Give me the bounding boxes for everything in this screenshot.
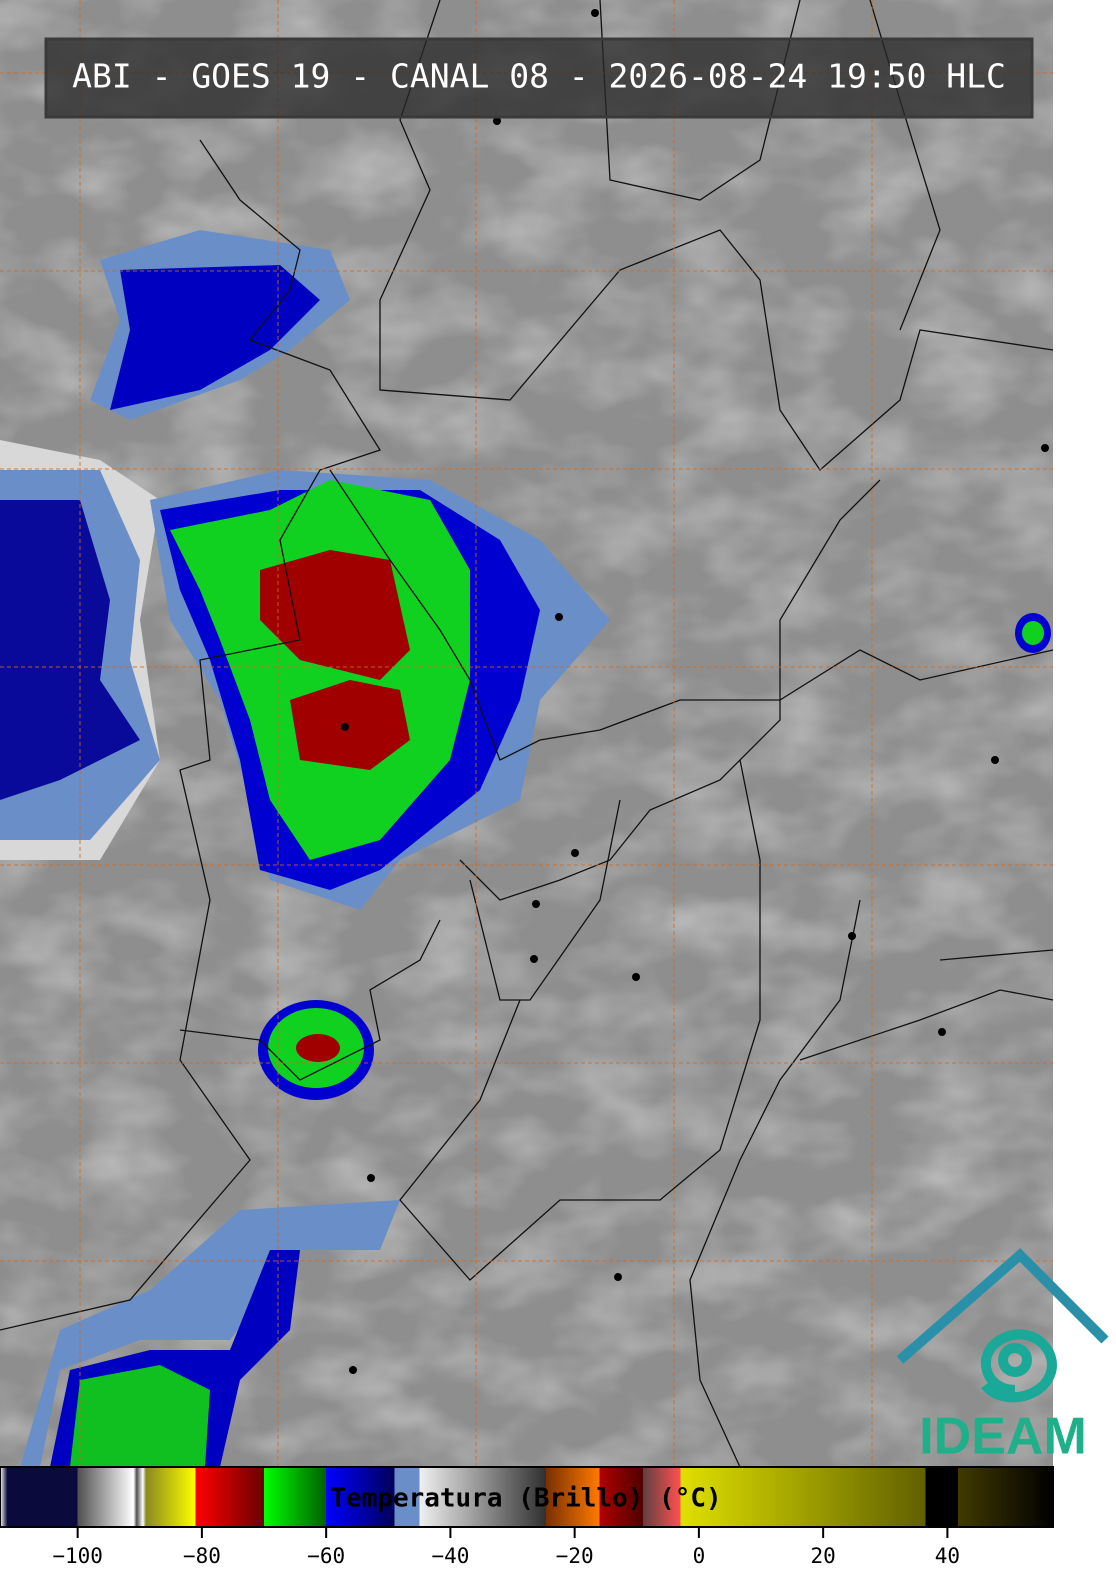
- logo: [896, 1248, 1109, 1403]
- tick-label: 40: [935, 1544, 960, 1568]
- title-box: [44, 37, 1034, 119]
- logo-text: IDEAM: [919, 1408, 1087, 1466]
- colorbar: Temperatura (Brillo) (°C) −100 −80 −60 −40 −2…: [0, 1466, 1054, 1568]
- tick-label: 0: [693, 1544, 706, 1568]
- colorbar-label: Temperatura (Brillo) (°C): [330, 1484, 721, 1514]
- tick-label: −100: [52, 1544, 103, 1568]
- tick-label: −80: [183, 1544, 221, 1568]
- satellite-map: [0, 0, 1054, 1468]
- tick-label: −40: [431, 1544, 469, 1568]
- colorbar-fill: [0, 1466, 1054, 1528]
- tick-label: −60: [307, 1544, 345, 1568]
- title: ABI - GOES 19 - CANAL 08 - 2026-08-24 19…: [72, 57, 1006, 96]
- tick-label: 20: [810, 1544, 835, 1568]
- tick-label: −20: [556, 1544, 594, 1568]
